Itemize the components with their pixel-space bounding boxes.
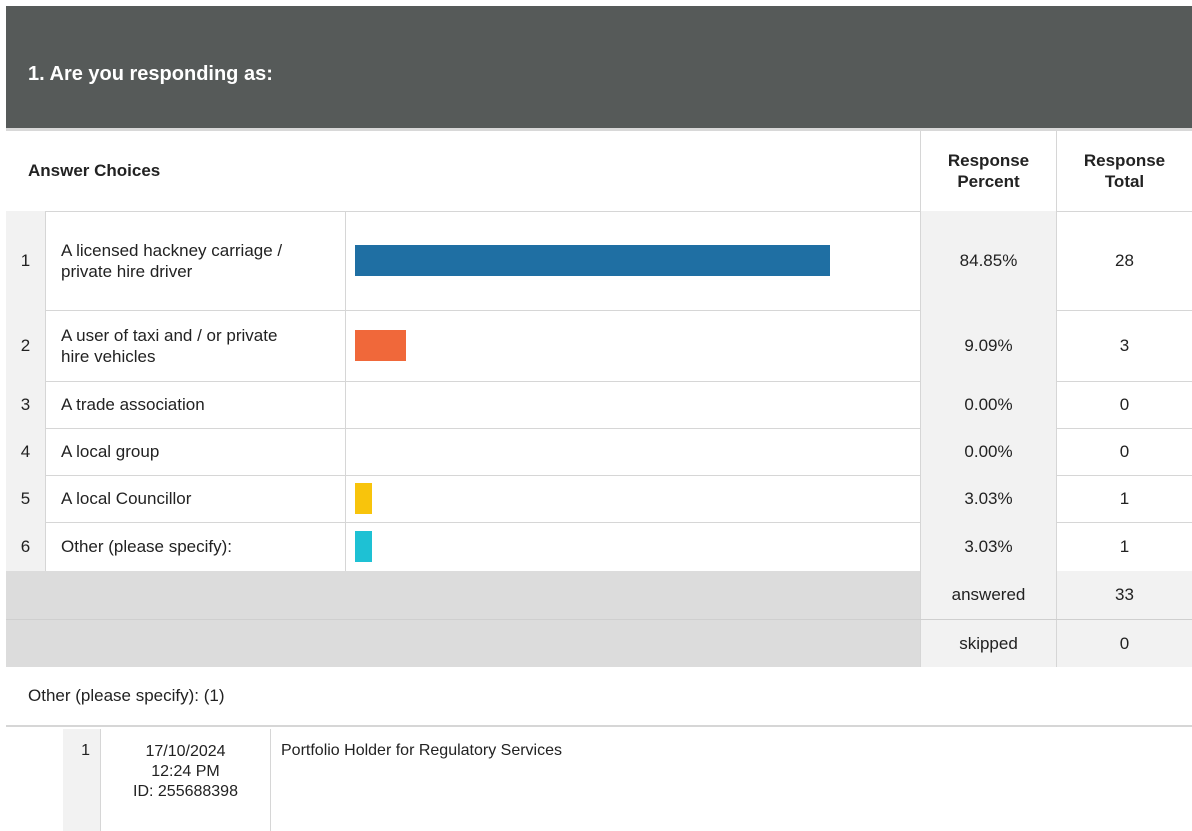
answered-label: answered	[920, 571, 1057, 619]
response-total: 0	[1119, 394, 1130, 414]
question-title: 1. Are you responding as:	[28, 63, 273, 85]
other-response-item: 1 17/10/2024 12:24 PM ID: 255688398 Port…	[63, 729, 1192, 831]
response-percent: 3.03%	[920, 475, 1057, 522]
answer-label: A local Councillor	[46, 475, 346, 522]
row-number: 6	[6, 522, 46, 571]
bar-cell	[346, 428, 920, 475]
response-date: 17/10/2024	[145, 743, 226, 760]
table-row: 2 A user of taxi and / or private hire v…	[6, 310, 1192, 382]
row-number: 3	[6, 381, 46, 428]
answer-label: Other (please specify):	[46, 522, 346, 571]
response-bar	[355, 483, 372, 514]
skipped-label: skipped	[920, 620, 1057, 667]
response-percent: 0.00%	[920, 381, 1057, 428]
response-bar	[355, 330, 406, 361]
other-responses-heading: Other (please specify): (1)	[6, 667, 1192, 727]
response-text: Portfolio Holder for Regulatory Services	[281, 742, 563, 759]
response-total: 3	[1119, 335, 1130, 355]
response-number: 1	[63, 729, 101, 831]
answer-label: A local group	[46, 428, 346, 475]
answer-label: A user of taxi and / or private hire veh…	[46, 310, 346, 381]
skipped-value: 0	[1057, 620, 1192, 667]
table-row: 4 A local group 0.00% 0	[6, 428, 1192, 476]
answered-row: answered 33	[6, 571, 1192, 620]
row-number: 5	[6, 475, 46, 522]
response-percent: 0.00%	[920, 428, 1057, 475]
survey-question-panel: 1. Are you responding as: Answer Choices…	[6, 6, 1192, 831]
row-number: 2	[6, 310, 46, 381]
response-total: 1	[1119, 488, 1130, 508]
answer-label: A trade association	[46, 381, 346, 428]
response-bar	[355, 531, 372, 562]
table-row: 6 Other (please specify): 3.03% 1	[6, 522, 1192, 572]
table-row: 5 A local Councillor 3.03% 1	[6, 475, 1192, 523]
response-meta: 17/10/2024 12:24 PM ID: 255688398	[101, 729, 271, 831]
table-row: 1 A licensed hackney carriage / private …	[6, 211, 1192, 311]
response-bar	[355, 245, 830, 276]
response-total: 1	[1119, 536, 1130, 556]
bar-cell	[346, 475, 920, 522]
table-row: 3 A trade association 0.00% 0	[6, 381, 1192, 429]
row-number: 1	[6, 211, 46, 310]
table-header-row: Answer Choices Response Percent Response…	[6, 131, 1192, 212]
bar-cell	[346, 310, 920, 381]
question-header: 1. Are you responding as:	[6, 6, 1192, 131]
bar-cell	[346, 381, 920, 428]
response-total: 28	[1115, 250, 1134, 270]
response-percent-header: Response Percent	[920, 131, 1057, 211]
row-number: 4	[6, 428, 46, 475]
response-percent: 3.03%	[920, 522, 1057, 571]
response-id: ID: 255688398	[133, 783, 238, 800]
response-percent: 9.09%	[920, 310, 1057, 381]
response-total-header: Response Total	[1083, 151, 1166, 191]
skipped-row: skipped 0	[6, 620, 1192, 667]
response-time: 12:24 PM	[151, 763, 220, 780]
response-percent: 84.85%	[920, 211, 1057, 310]
answer-label: A licensed hackney carriage / private hi…	[46, 211, 346, 310]
bar-cell	[346, 211, 920, 310]
answered-value: 33	[1057, 571, 1192, 619]
response-total: 0	[1119, 441, 1130, 461]
answer-choices-header: Answer Choices	[28, 161, 161, 180]
bar-cell	[346, 522, 920, 571]
